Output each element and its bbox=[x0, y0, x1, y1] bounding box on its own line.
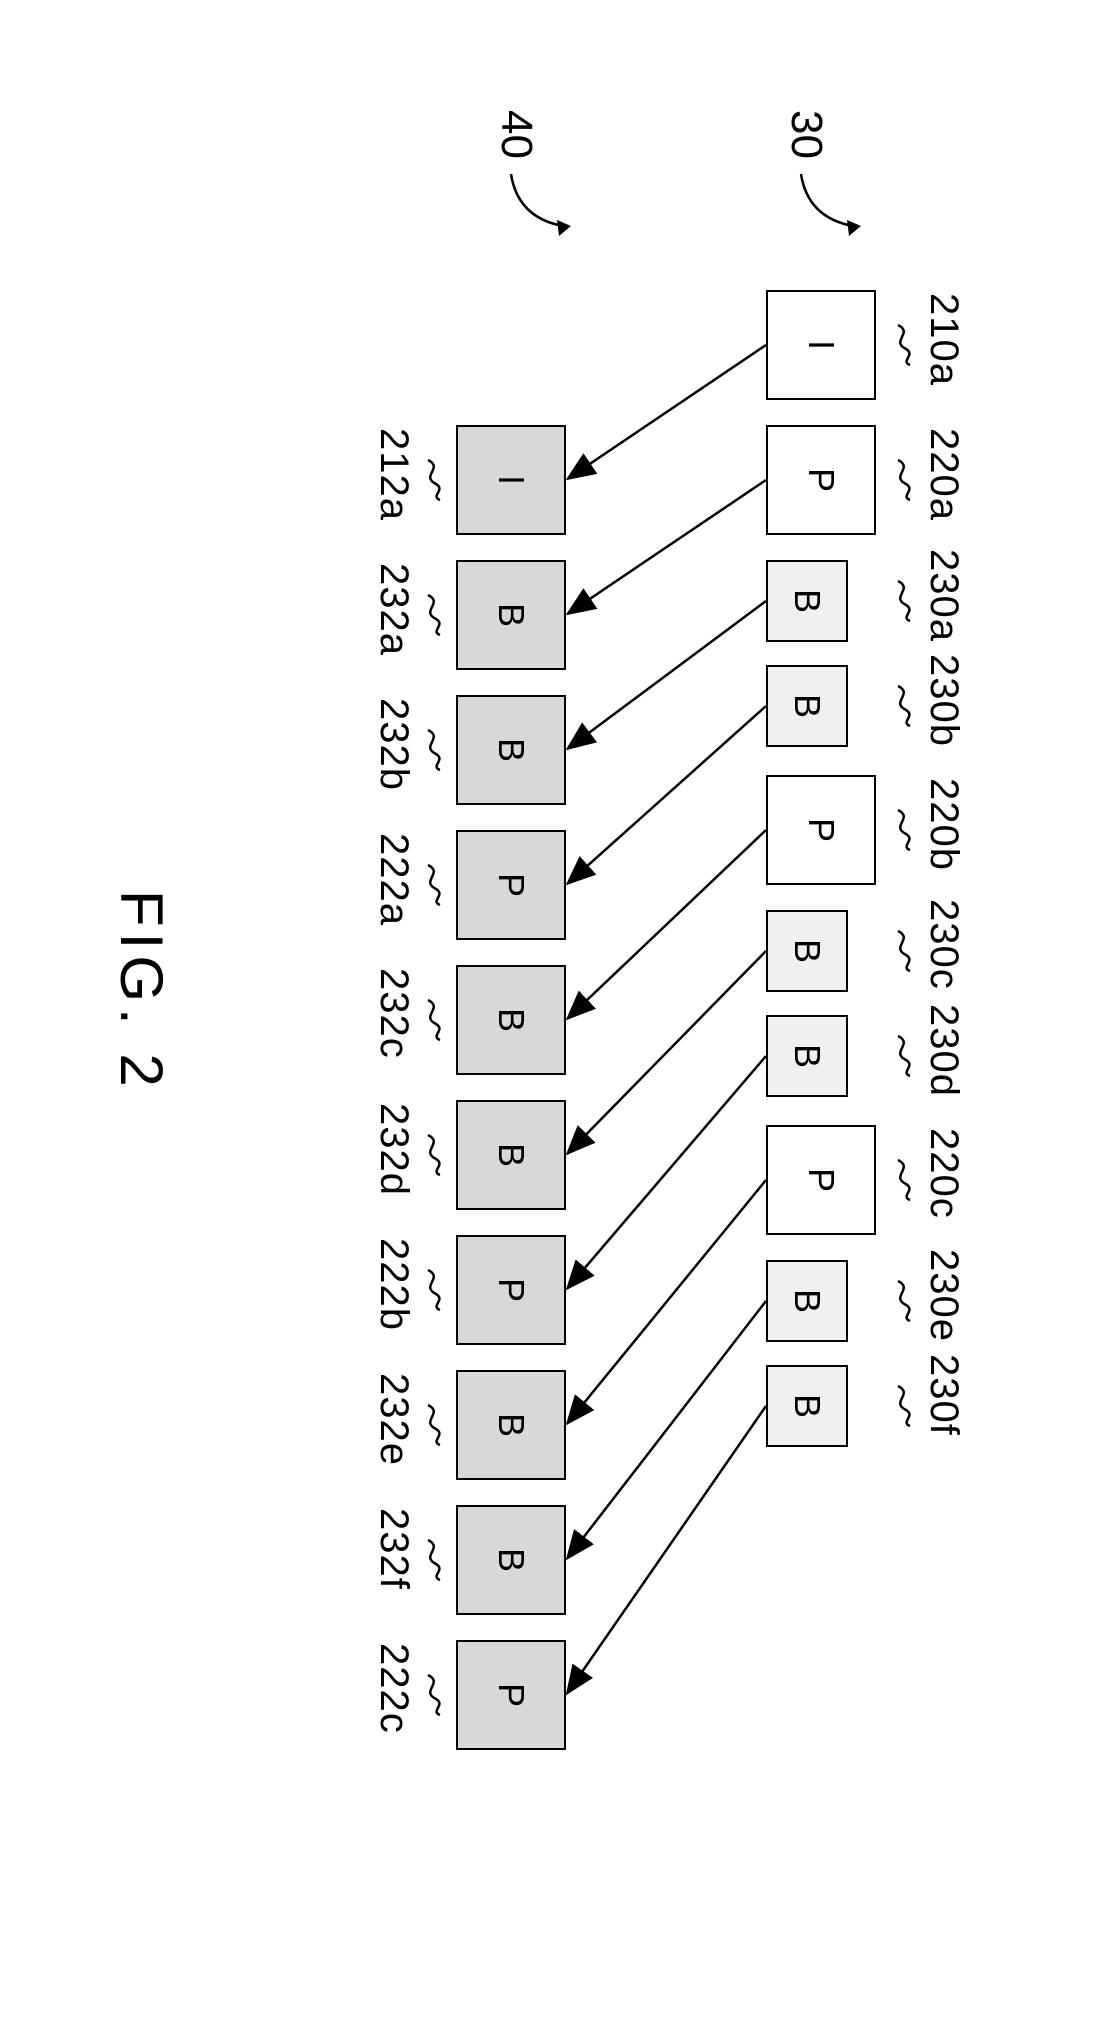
label-230a: 230a bbox=[921, 549, 966, 642]
frame-230b: B bbox=[766, 665, 848, 747]
label-232d: 232d bbox=[371, 1103, 416, 1196]
label-210a: 210a bbox=[921, 293, 966, 386]
label-232f: 232f bbox=[371, 1508, 416, 1590]
label-230b: 230b bbox=[921, 654, 966, 747]
label-232c: 232c bbox=[371, 968, 416, 1059]
label-212a: 212a bbox=[371, 428, 416, 521]
frame-232d: B bbox=[456, 1100, 566, 1210]
label-232b: 232b bbox=[371, 698, 416, 791]
frame-220a: P bbox=[766, 425, 876, 535]
label-222b: 222b bbox=[371, 1238, 416, 1331]
frame-230a: B bbox=[766, 560, 848, 642]
frame-230d: B bbox=[766, 1015, 848, 1097]
row-label-30: 30 bbox=[781, 110, 831, 159]
frame-210a: I bbox=[766, 290, 876, 400]
label-222a: 222a bbox=[371, 833, 416, 926]
frame-232b: B bbox=[456, 695, 566, 805]
label-230c: 230c bbox=[921, 899, 966, 990]
frame-230f: B bbox=[766, 1365, 848, 1447]
label-220a: 220a bbox=[921, 428, 966, 521]
label-222c: 222c bbox=[371, 1643, 416, 1734]
frame-222a: P bbox=[456, 830, 566, 940]
diagram-canvas: FIG. 2 I 210a P 220a B 230a B 230b P 220b B 230c B 23… bbox=[0, 0, 1106, 2039]
frame-232f: B bbox=[456, 1505, 566, 1615]
frame-222b: P bbox=[456, 1235, 566, 1345]
frame-220b: P bbox=[766, 775, 876, 885]
label-220c: 220c bbox=[921, 1128, 966, 1219]
label-230f: 230f bbox=[921, 1354, 966, 1436]
label-232a: 232a bbox=[371, 563, 416, 656]
frame-212a: I bbox=[456, 425, 566, 535]
frame-222c: P bbox=[456, 1640, 566, 1750]
figure-label: FIG. 2 bbox=[107, 890, 176, 1093]
frame-230c: B bbox=[766, 910, 848, 992]
frame-220c: P bbox=[766, 1125, 876, 1235]
frame-230e: B bbox=[766, 1260, 848, 1342]
label-230e: 230e bbox=[921, 1249, 966, 1342]
row-label-40: 40 bbox=[491, 110, 541, 159]
label-220b: 220b bbox=[921, 778, 966, 871]
label-232e: 232e bbox=[371, 1373, 416, 1466]
frame-232a: B bbox=[456, 560, 566, 670]
frame-232c: B bbox=[456, 965, 566, 1075]
frame-232e: B bbox=[456, 1370, 566, 1480]
label-230d: 230d bbox=[921, 1004, 966, 1097]
